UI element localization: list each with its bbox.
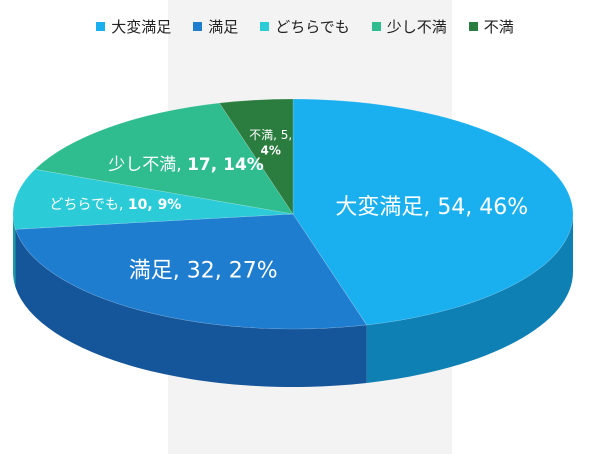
- pie-side-very-satisfied: [366, 214, 573, 383]
- data-label-category: 大変満足,: [335, 195, 437, 220]
- legend-label: 少し不満: [386, 18, 447, 36]
- data-label-category: 少し不満,: [108, 155, 187, 175]
- data-label-slightly-dissatisfied: 少し不満, 17, 14%: [108, 155, 264, 175]
- legend-item-dissatisfied: 不満: [468, 16, 514, 37]
- data-label-category: どちらでも,: [49, 197, 127, 213]
- data-label-very-satisfied: 大変満足, 54, 46%: [335, 195, 528, 220]
- data-label-line: 不満, 5,: [249, 128, 292, 142]
- legend-label: どちらでも: [275, 18, 350, 36]
- pie-slice-very-satisfied: [292, 98, 574, 326]
- legend-label: 不満: [483, 18, 514, 36]
- data-labels: 大変満足, 54, 46% 満足, 32, 27% どちらでも, 10, 9% 少し不…: [49, 128, 528, 283]
- legend-swatch: [260, 22, 270, 31]
- pie-slice-dissatisfied: [218, 98, 294, 215]
- legend: 大変満足 満足 どちらでも 少し不満 不満: [0, 16, 610, 37]
- legend-swatch: [371, 22, 381, 31]
- pie-slice-satisfied: [15, 213, 368, 330]
- data-label-category: 満足,: [129, 258, 187, 283]
- data-label-value: 32, 27%: [187, 258, 278, 283]
- pie-slice-slightly-dissatisfied: [34, 102, 294, 215]
- legend-swatch: [468, 22, 478, 31]
- legend-item-slightly-dissatisfied: 少し不満: [371, 16, 447, 37]
- pie-side-walls: [13, 214, 573, 387]
- pie-side-neutral: [13, 214, 16, 288]
- legend-label: 満足: [208, 18, 239, 36]
- data-label-value: 10, 9%: [128, 197, 181, 213]
- legend-swatch: [96, 22, 106, 31]
- pie-side-satisfied: [15, 229, 367, 387]
- data-label-satisfied: 満足, 32, 27%: [129, 258, 278, 283]
- data-label-value: 17, 14%: [187, 155, 264, 175]
- legend-item-very-satisfied: 大変満足: [96, 16, 171, 37]
- legend-item-neutral: どちらでも: [260, 16, 350, 37]
- pie-slice-neutral: [12, 168, 294, 230]
- data-label-value: 54, 46%: [437, 195, 528, 220]
- legend-swatch: [193, 22, 203, 31]
- data-label-line: 4%: [261, 144, 281, 158]
- data-label-dissatisfied: 不満, 5, 4%: [249, 128, 292, 158]
- legend-item-satisfied: 満足: [193, 16, 238, 37]
- legend-label: 大変満足: [111, 18, 172, 36]
- data-label-neutral: どちらでも, 10, 9%: [49, 197, 181, 213]
